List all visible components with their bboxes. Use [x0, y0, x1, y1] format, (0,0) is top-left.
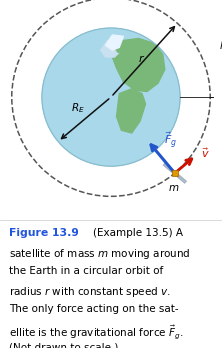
Text: The only force acting on the sat-: The only force acting on the sat-: [9, 304, 178, 314]
Text: $\vec{v}$: $\vec{v}$: [201, 146, 209, 160]
Text: $h$: $h$: [219, 39, 222, 51]
Text: $m$: $m$: [168, 183, 179, 193]
Circle shape: [42, 28, 180, 166]
Polygon shape: [101, 40, 121, 57]
Polygon shape: [163, 163, 174, 173]
FancyBboxPatch shape: [172, 170, 178, 176]
Polygon shape: [115, 40, 126, 52]
Polygon shape: [105, 35, 123, 50]
Polygon shape: [112, 38, 165, 92]
Text: ellite is the gravitational force $\vec{F}_g$.: ellite is the gravitational force $\vec{…: [9, 324, 184, 341]
Text: $R_E$: $R_E$: [71, 101, 84, 115]
Text: $\vec{F}_g$: $\vec{F}_g$: [164, 130, 177, 151]
Text: (Example 13.5) A: (Example 13.5) A: [93, 228, 183, 238]
Text: Figure 13.9: Figure 13.9: [9, 228, 79, 238]
Polygon shape: [117, 89, 146, 133]
Text: satellite of mass $m$ moving around: satellite of mass $m$ moving around: [9, 247, 190, 261]
Text: the Earth in a circular orbit of: the Earth in a circular orbit of: [9, 266, 163, 276]
Polygon shape: [176, 174, 187, 183]
Text: radius $r$ with constant speed $v$.: radius $r$ with constant speed $v$.: [9, 285, 170, 299]
Text: (Not drawn to scale.): (Not drawn to scale.): [9, 343, 118, 348]
Text: $r$: $r$: [138, 53, 145, 64]
